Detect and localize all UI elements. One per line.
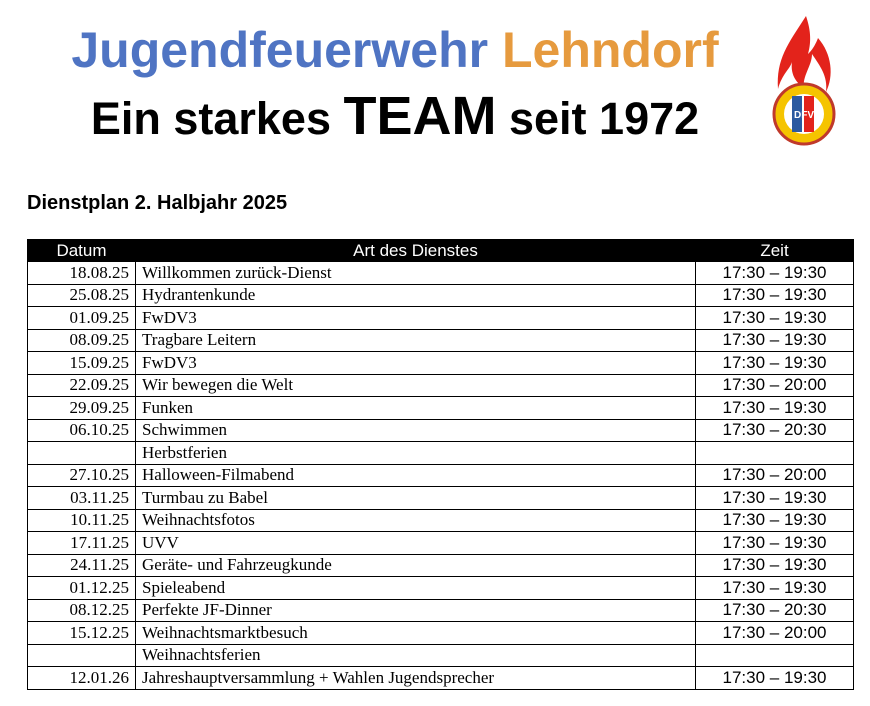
schedule-table: Datum Art des Dienstes Zeit 18.08.25 Willko… xyxy=(27,239,854,690)
logo-bar xyxy=(804,96,814,132)
table-row: 17.11.25 UVV 17:30 – 19:30 xyxy=(27,531,854,555)
cell-datum xyxy=(27,643,136,667)
cell-zeit: 17:30 – 19:30 xyxy=(695,328,854,352)
cell-art: Halloween-Filmabend xyxy=(135,463,696,487)
subtitle-part: seit 1972 xyxy=(509,93,700,144)
cell-zeit: 17:30 – 19:30 xyxy=(695,261,854,285)
table-row: 29.09.25 Funken 17:30 – 19:30 xyxy=(27,396,854,420)
table-row: 01.12.25 Spieleabend 17:30 – 19:30 xyxy=(27,576,854,600)
subtitle-part: TEAM xyxy=(343,86,497,146)
cell-datum: 08.12.25 xyxy=(27,598,136,622)
cell-datum: 18.08.25 xyxy=(27,261,136,285)
cell-datum: 25.08.25 xyxy=(27,283,136,307)
cell-art: Weihnachtsmarktbesuch xyxy=(135,621,696,645)
cell-datum: 22.09.25 xyxy=(27,373,136,397)
cell-art: Weihnachtsferien xyxy=(135,643,696,667)
plan-title: Dienstplan 2. Halbjahr 2025 xyxy=(27,192,288,214)
table-row: 12.01.26 Jahreshauptversammlung + Wahlen … xyxy=(27,666,854,690)
cell-datum: 17.11.25 xyxy=(27,531,136,555)
cell-zeit: 17:30 – 19:30 xyxy=(695,553,854,577)
cell-art: Funken xyxy=(135,396,696,420)
cell-art: UVV xyxy=(135,531,696,555)
flame xyxy=(777,16,831,92)
table-row: 27.10.25 Halloween-Filmabend 17:30 – 20:00 xyxy=(27,463,854,487)
cell-zeit xyxy=(695,643,854,667)
logo-text: DFV xyxy=(794,110,814,121)
table-row: 15.12.25 Weihnachtsmarktbesuch 17:30 – 20:… xyxy=(27,621,854,645)
table-row: 25.08.25 Hydrantenkunde 17:30 – 19:30 xyxy=(27,283,854,307)
table-row: 24.11.25 Geräte- und Fahrzeugkunde 17:30 –… xyxy=(27,553,854,577)
cell-zeit: 17:30 – 19:30 xyxy=(695,306,854,330)
cell-art: Wir bewegen die Welt xyxy=(135,373,696,397)
cell-art: Hydrantenkunde xyxy=(135,283,696,307)
cell-zeit: 17:30 – 19:30 xyxy=(695,486,854,510)
cell-art: Perfekte JF-Dinner xyxy=(135,598,696,622)
cell-art: Schwimmen xyxy=(135,418,696,442)
cell-zeit: 17:30 – 19:30 xyxy=(695,508,854,532)
cell-datum: 08.09.25 xyxy=(27,328,136,352)
cell-zeit: 17:30 – 19:30 xyxy=(695,283,854,307)
cell-zeit: 17:30 – 20:00 xyxy=(695,621,854,645)
cell-art: Geräte- und Fahrzeugkunde xyxy=(135,553,696,577)
cell-datum: 10.11.25 xyxy=(27,508,136,532)
cell-zeit: 17:30 – 20:00 xyxy=(695,373,854,397)
table-row: 03.11.25 Turmbau zu Babel 17:30 – 19:30 xyxy=(27,486,854,510)
table-row: 08.09.25 Tragbare Leitern 17:30 – 19:30 xyxy=(27,328,854,352)
table-row: 01.09.25 FwDV3 17:30 – 19:30 xyxy=(27,306,854,330)
cell-art: Herbstferien xyxy=(135,441,696,465)
cell-art: Turmbau zu Babel xyxy=(135,486,696,510)
title-part: Lehndorf xyxy=(502,22,719,78)
table-row: 06.10.25 Schwimmen 17:30 – 20:30 xyxy=(27,418,854,442)
cell-art: FwDV3 xyxy=(135,351,696,375)
title-part: Jugendfeuerwehr xyxy=(71,22,489,78)
title: Jugendfeuerwehr Lehndorf xyxy=(0,20,790,80)
cell-datum: 27.10.25 xyxy=(27,463,136,487)
cell-art: Spieleabend xyxy=(135,576,696,600)
cell-datum: 06.10.25 xyxy=(27,418,136,442)
cell-zeit: 17:30 – 19:30 xyxy=(695,531,854,555)
cell-datum: 03.11.25 xyxy=(27,486,136,510)
cell-datum xyxy=(27,441,136,465)
table-body: 18.08.25 Willkommen zurück-Dienst 17:30 – … xyxy=(27,261,854,690)
cell-datum: 15.12.25 xyxy=(27,621,136,645)
cell-art: Jahreshauptversammlung + Wahlen Jugendsp… xyxy=(135,666,696,690)
table-row: 10.11.25 Weihnachtsfotos 17:30 – 19:30 xyxy=(27,508,854,532)
cell-zeit: 17:30 – 19:30 xyxy=(695,666,854,690)
column-header: Datum xyxy=(27,239,136,262)
cell-zeit: 17:30 – 20:00 xyxy=(695,463,854,487)
table-row: Weihnachtsferien xyxy=(27,643,854,667)
table-row: 08.12.25 Perfekte JF-Dinner 17:30 – 20:30 xyxy=(27,598,854,622)
column-header: Zeit xyxy=(695,239,854,262)
column-header: Art des Dienstes xyxy=(135,239,696,262)
cell-zeit xyxy=(695,441,854,465)
cell-zeit: 17:30 – 19:30 xyxy=(695,396,854,420)
subtitle: Ein starkes TEAM seit 1972 xyxy=(0,84,790,151)
cell-zeit: 17:30 – 19:30 xyxy=(695,576,854,600)
header-row: Datum Art des Dienstes Zeit xyxy=(27,239,854,262)
logo-bar xyxy=(792,96,802,132)
table-row: 18.08.25 Willkommen zurück-Dienst 17:30 – … xyxy=(27,261,854,285)
cell-datum: 29.09.25 xyxy=(27,396,136,420)
cell-zeit: 17:30 – 19:30 xyxy=(695,351,854,375)
cell-datum: 24.11.25 xyxy=(27,553,136,577)
cell-art: Weihnachtsfotos xyxy=(135,508,696,532)
cell-art: Tragbare Leitern xyxy=(135,328,696,352)
cell-art: FwDV3 xyxy=(135,306,696,330)
table-row: 15.09.25 FwDV3 17:30 – 19:30 xyxy=(27,351,854,375)
cell-art: Willkommen zurück-Dienst xyxy=(135,261,696,285)
cell-zeit: 17:30 – 20:30 xyxy=(695,418,854,442)
subtitle-part: Ein starkes xyxy=(90,93,331,144)
table-row: 22.09.25 Wir bewegen die Welt 17:30 – 20:0… xyxy=(27,373,854,397)
cell-datum: 01.09.25 xyxy=(27,306,136,330)
cell-datum: 15.09.25 xyxy=(27,351,136,375)
cell-datum: 12.01.26 xyxy=(27,666,136,690)
table-row: Herbstferien xyxy=(27,441,854,465)
cell-datum: 01.12.25 xyxy=(27,576,136,600)
cell-zeit: 17:30 – 20:30 xyxy=(695,598,854,622)
logo: DFV xyxy=(772,16,836,146)
